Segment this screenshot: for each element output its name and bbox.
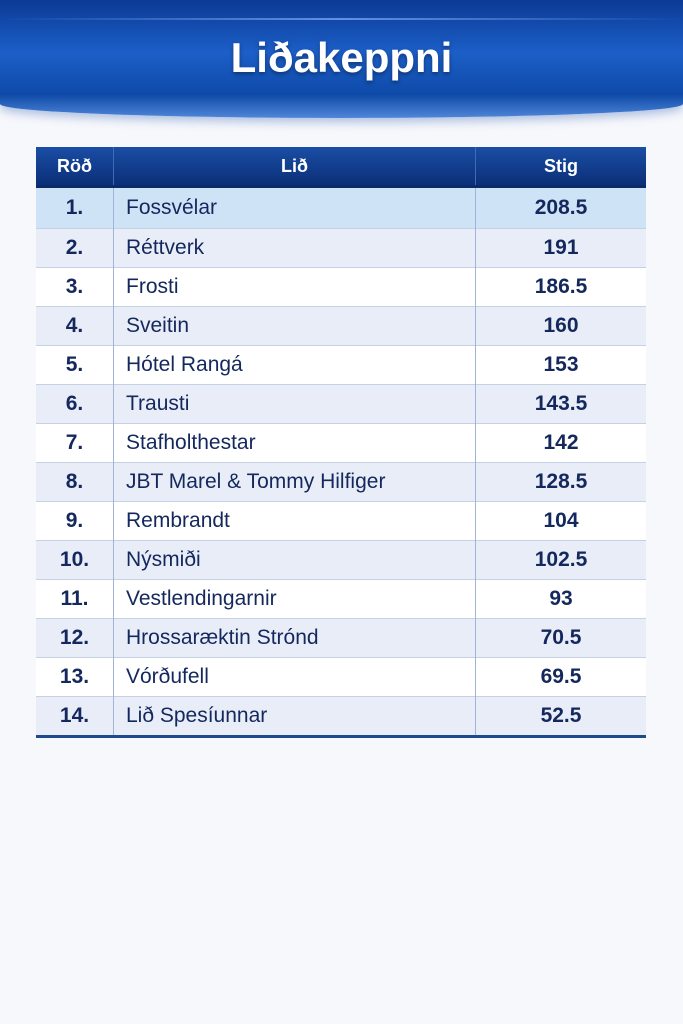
cell-rank: 3. xyxy=(36,267,114,307)
cell-team: Nýsmiði xyxy=(113,540,476,580)
table-row: 4. Sveitin 160 xyxy=(36,306,646,346)
cell-rank: 7. xyxy=(36,423,114,463)
cell-rank: 2. xyxy=(36,228,114,268)
cell-score: 104 xyxy=(475,501,646,541)
cell-score: 186.5 xyxy=(475,267,646,307)
cell-team: Vórðufell xyxy=(113,657,476,697)
cell-rank: 11. xyxy=(36,579,114,619)
header-team: Lið xyxy=(113,147,476,188)
table-row: 9. Rembrandt 104 xyxy=(36,501,646,541)
cell-team: Hrossaræktin Strónd xyxy=(113,618,476,658)
cell-team: Rembrandt xyxy=(113,501,476,541)
standings-table: Röð Lið Stig 1. Fossvélar 208.5 2. Réttverk 1… xyxy=(36,147,646,738)
header-rank: Röð xyxy=(36,147,114,188)
cell-team: Sveitin xyxy=(113,306,476,346)
cell-team: Hótel Rangá xyxy=(113,345,476,385)
cell-team: Vestlendingarnir xyxy=(113,579,476,619)
cell-rank: 8. xyxy=(36,462,114,502)
table-row: 7. Stafholthestar 142 xyxy=(36,423,646,463)
cell-rank: 10. xyxy=(36,540,114,580)
cell-rank: 9. xyxy=(36,501,114,541)
table-row: 10. Nýsmiði 102.5 xyxy=(36,540,646,580)
cell-score: 153 xyxy=(475,345,646,385)
table-row: 14. Lið Spesíunnar 52.5 xyxy=(36,696,646,737)
table-row: 6. Trausti 143.5 xyxy=(36,384,646,424)
cell-rank: 13. xyxy=(36,657,114,697)
cell-rank: 12. xyxy=(36,618,114,658)
cell-rank: 5. xyxy=(36,345,114,385)
cell-score: 128.5 xyxy=(475,462,646,502)
cell-team: JBT Marel & Tommy Hilfiger xyxy=(113,462,476,502)
cell-team: Stafholthestar xyxy=(113,423,476,463)
table-row: 12. Hrossaræktin Strónd 70.5 xyxy=(36,618,646,658)
cell-score: 142 xyxy=(475,423,646,463)
cell-team: Réttverk xyxy=(113,228,476,268)
cell-rank: 1. xyxy=(36,186,114,229)
cell-team: Trausti xyxy=(113,384,476,424)
table-row: 13. Vórðufell 69.5 xyxy=(36,657,646,697)
cell-team: Frosti xyxy=(113,267,476,307)
table-row: 8. JBT Marel & Tommy Hilfiger 128.5 xyxy=(36,462,646,502)
cell-score: 70.5 xyxy=(475,618,646,658)
table-header: Röð Lið Stig xyxy=(36,147,646,188)
cell-score: 69.5 xyxy=(475,657,646,697)
table-row: 11. Vestlendingarnir 93 xyxy=(36,579,646,619)
cell-rank: 6. xyxy=(36,384,114,424)
table-row: 1. Fossvélar 208.5 xyxy=(36,186,646,229)
table-row: 2. Réttverk 191 xyxy=(36,228,646,268)
cell-score: 191 xyxy=(475,228,646,268)
cell-score: 143.5 xyxy=(475,384,646,424)
cell-rank: 14. xyxy=(36,696,114,737)
cell-score: 52.5 xyxy=(475,696,646,737)
table-row: 5. Hótel Rangá 153 xyxy=(36,345,646,385)
table-row: 3. Frosti 186.5 xyxy=(36,267,646,307)
cell-score: 208.5 xyxy=(475,186,646,229)
header-score: Stig xyxy=(475,147,646,188)
cell-score: 93 xyxy=(475,579,646,619)
page-title: Liðakeppni xyxy=(230,34,453,81)
header-banner: Liðakeppni xyxy=(0,0,683,118)
cell-rank: 4. xyxy=(36,306,114,346)
cell-team: Fossvélar xyxy=(113,186,476,229)
cell-score: 160 xyxy=(475,306,646,346)
cell-score: 102.5 xyxy=(475,540,646,580)
cell-team: Lið Spesíunnar xyxy=(113,696,476,737)
